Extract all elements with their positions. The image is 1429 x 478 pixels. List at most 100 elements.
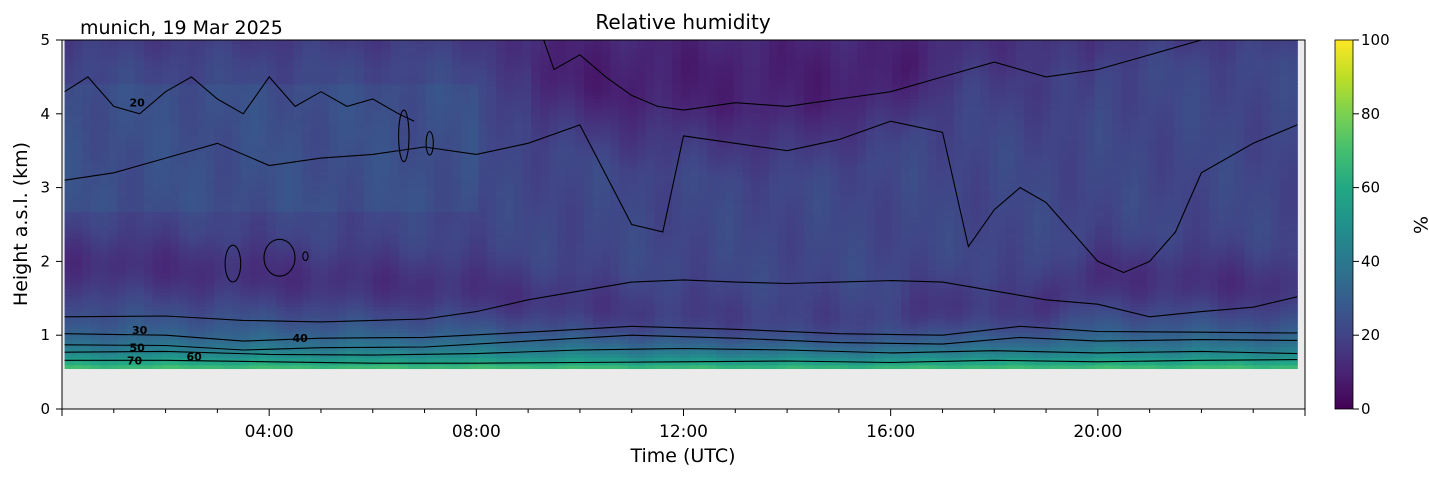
humidity-cell	[513, 258, 524, 264]
humidity-cell	[205, 153, 215, 158]
humidity-cell	[478, 277, 488, 282]
humidity-cell	[267, 226, 277, 231]
humidity-cell	[513, 346, 524, 351]
humidity-cell	[522, 50, 532, 56]
humidity-cell	[478, 61, 488, 67]
humidity-cell	[407, 273, 418, 278]
humidity-cell	[302, 153, 312, 158]
humidity-cell	[249, 138, 259, 143]
humidity-cell	[231, 193, 242, 198]
humidity-cell	[64, 237, 74, 242]
humidity-cell	[451, 43, 462, 48]
humidity-cell	[284, 211, 295, 216]
humidity-cell	[302, 160, 312, 165]
humidity-cell	[451, 196, 462, 202]
humidity-cell	[363, 200, 374, 205]
humidity-cell	[416, 149, 427, 154]
humidity-cell	[293, 200, 303, 205]
humidity-cell	[64, 277, 74, 282]
humidity-cell	[126, 112, 136, 118]
humidity-cell	[460, 218, 471, 224]
humidity-cell	[469, 149, 479, 154]
humidity-cell	[372, 331, 383, 337]
humidity-cell	[258, 269, 268, 275]
humidity-cell	[249, 50, 259, 56]
humidity-cell	[64, 54, 74, 59]
humidity-cell	[126, 80, 136, 85]
humidity-cell	[161, 123, 171, 129]
humidity-cell	[143, 153, 154, 158]
humidity-cell	[223, 112, 233, 118]
humidity-cell	[513, 72, 524, 78]
humidity-cell	[407, 120, 418, 125]
humidity-cell	[504, 288, 515, 293]
humidity-cell	[302, 233, 312, 238]
humidity-cell	[258, 240, 268, 245]
humidity-cell	[196, 178, 207, 183]
humidity-cell	[469, 291, 479, 297]
humidity-cell	[460, 295, 471, 300]
humidity-cell	[540, 218, 550, 224]
humidity-cell	[399, 72, 409, 78]
humidity-cell	[64, 335, 74, 340]
humidity-cell	[531, 226, 541, 231]
humidity-cell	[91, 72, 101, 78]
humidity-cell	[108, 58, 119, 63]
humidity-cell	[390, 178, 400, 183]
humidity-cell	[416, 94, 427, 99]
humidity-cell	[64, 112, 74, 118]
humidity-cell	[337, 72, 347, 78]
humidity-cell	[293, 342, 303, 348]
humidity-cell	[513, 328, 524, 333]
humidity-cell	[496, 160, 506, 165]
humidity-cell	[284, 131, 295, 136]
humidity-cell	[443, 266, 453, 271]
humidity-cell	[117, 178, 127, 183]
humidity-cell	[513, 233, 524, 238]
humidity-cell	[469, 215, 479, 220]
humidity-cell	[240, 237, 251, 242]
humidity-cell	[99, 353, 110, 359]
humidity-cell	[275, 54, 286, 59]
humidity-cell	[548, 361, 559, 366]
humidity-cell	[284, 280, 295, 286]
humidity-cell	[337, 277, 347, 282]
humidity-cell	[258, 226, 268, 231]
humidity-cell	[64, 295, 74, 300]
humidity-cell	[425, 58, 435, 63]
humidity-cell	[460, 105, 471, 110]
humidity-cell	[460, 266, 471, 271]
humidity-cell	[302, 102, 312, 107]
humidity-cell	[117, 284, 127, 289]
humidity-cell	[223, 182, 233, 187]
humidity-cell	[135, 335, 145, 340]
humidity-cell	[460, 200, 471, 205]
humidity-cell	[179, 222, 189, 227]
humidity-cell	[99, 178, 110, 183]
humidity-cell	[99, 189, 110, 194]
humidity-cell	[64, 145, 74, 151]
humidity-cell	[64, 222, 74, 227]
humidity-cell	[152, 76, 163, 81]
humidity-cell	[434, 142, 444, 147]
humidity-cell	[179, 251, 189, 256]
humidity-cell	[135, 357, 145, 362]
humidity-cell	[460, 134, 471, 140]
humidity-cell	[319, 189, 330, 194]
humidity-cell	[240, 178, 251, 183]
humidity-cell	[161, 153, 171, 158]
humidity-cell	[319, 346, 330, 351]
humidity-cell	[328, 310, 339, 315]
humidity-cell	[143, 72, 154, 78]
humidity-cell	[64, 123, 74, 129]
humidity-cell	[478, 204, 488, 209]
humidity-cell	[223, 116, 233, 121]
humidity-cell	[487, 105, 497, 110]
humidity-cell	[311, 87, 321, 92]
humidity-cell	[363, 193, 374, 198]
humidity-cell	[478, 167, 488, 172]
humidity-cell	[293, 215, 303, 220]
humidity-cell	[64, 134, 74, 140]
humidity-cell	[82, 313, 92, 318]
humidity-cell	[531, 204, 541, 209]
